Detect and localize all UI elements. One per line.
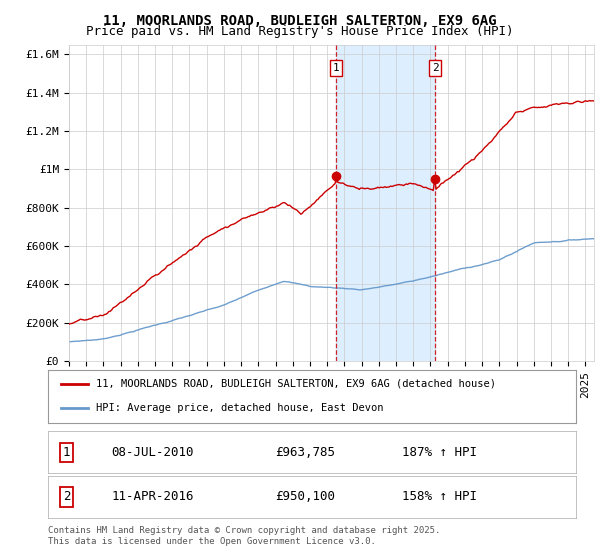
Text: Price paid vs. HM Land Registry's House Price Index (HPI): Price paid vs. HM Land Registry's House …	[86, 25, 514, 38]
Text: 11, MOORLANDS ROAD, BUDLEIGH SALTERTON, EX9 6AG: 11, MOORLANDS ROAD, BUDLEIGH SALTERTON, …	[103, 14, 497, 28]
Bar	[336, 45, 435, 361]
Text: 11-APR-2016: 11-APR-2016	[112, 491, 194, 503]
Text: £963,785: £963,785	[275, 446, 335, 459]
Text: 1: 1	[63, 446, 70, 459]
Text: £950,100: £950,100	[275, 491, 335, 503]
Text: 11, MOORLANDS ROAD, BUDLEIGH SALTERTON, EX9 6AG (detached house): 11, MOORLANDS ROAD, BUDLEIGH SALTERTON, …	[95, 379, 496, 389]
Text: HPI: Average price, detached house, East Devon: HPI: Average price, detached house, East…	[95, 403, 383, 413]
Text: 1: 1	[333, 63, 340, 73]
Text: 158% ↑ HPI: 158% ↑ HPI	[402, 491, 477, 503]
Text: 187% ↑ HPI: 187% ↑ HPI	[402, 446, 477, 459]
Text: 08-JUL-2010: 08-JUL-2010	[112, 446, 194, 459]
Text: Contains HM Land Registry data © Crown copyright and database right 2025.
This d: Contains HM Land Registry data © Crown c…	[48, 526, 440, 546]
Text: 2: 2	[63, 491, 70, 503]
Text: 2: 2	[432, 63, 439, 73]
